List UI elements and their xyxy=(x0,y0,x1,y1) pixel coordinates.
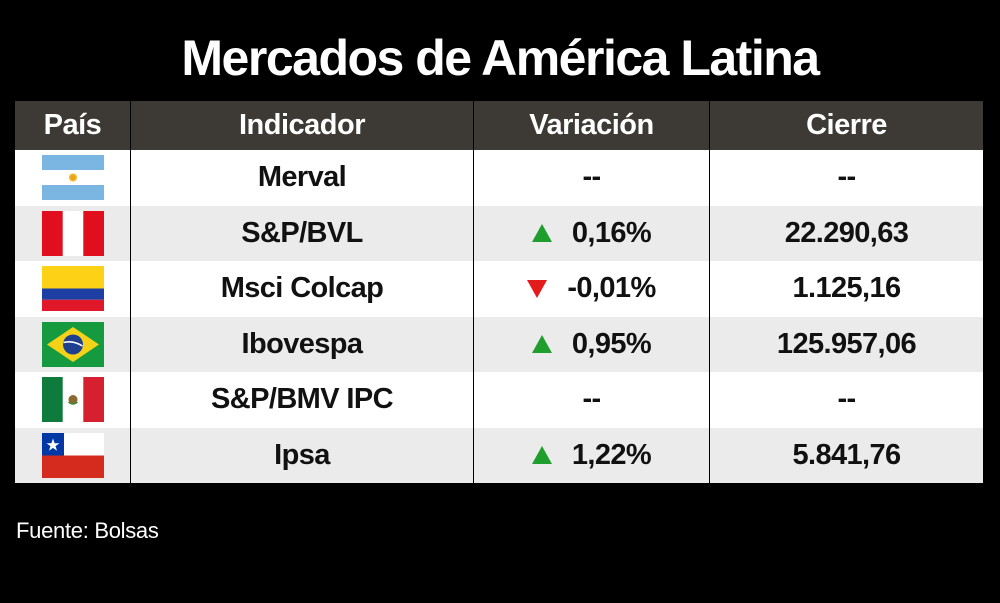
close-cell: 22.290,63 xyxy=(709,205,983,261)
variation-value: -- xyxy=(582,161,601,194)
variation-value: -- xyxy=(582,383,601,416)
variation-value: 1,22% xyxy=(571,438,652,471)
variation-value: 0,95% xyxy=(571,327,652,360)
variation-value: -0,01% xyxy=(567,272,656,305)
column-header-indicator: Indicador xyxy=(130,101,473,150)
mexico-flag-icon xyxy=(41,377,104,423)
variation-cell: 0,95% xyxy=(473,316,709,372)
close-cell: -- xyxy=(709,150,983,206)
arrow-down-icon xyxy=(527,279,548,298)
arrow-up-icon xyxy=(531,446,552,465)
flag-cell xyxy=(15,206,130,262)
close-cell: 5.841,76 xyxy=(709,427,983,483)
column-header-country: País xyxy=(43,109,102,141)
table-row: S&P/BMV IPC -- -- xyxy=(15,372,983,428)
peru-flag-icon xyxy=(41,210,104,256)
flag-cell xyxy=(15,317,130,373)
variation-cell: -- xyxy=(473,372,709,428)
chart-title: Mercados de América Latina xyxy=(181,30,820,86)
markets-table: País Indicador Variación Cierre Merval -… xyxy=(15,101,983,483)
table-row: S&P/BVL 0,16% 22.290,63 xyxy=(15,205,983,262)
table-header: País Indicador Variación Cierre xyxy=(15,101,983,150)
argentina-flag-icon xyxy=(41,155,104,201)
indicator-cell: Msci Colcap xyxy=(130,261,473,317)
indicator-cell: Merval xyxy=(130,150,473,206)
close-cell: -- xyxy=(709,372,983,428)
brazil-flag-icon xyxy=(41,321,104,367)
indicator-cell: S&P/BVL xyxy=(130,205,473,261)
column-header-variation: Variación xyxy=(473,101,709,150)
flag-cell xyxy=(15,372,130,428)
close-cell: 125.957,06 xyxy=(709,316,983,372)
variation-value: 0,16% xyxy=(571,216,652,249)
table-row: Msci Colcap -0,01% 1.125,16 xyxy=(15,261,983,317)
chile-flag-icon xyxy=(41,432,104,478)
variation-cell: 0,16% xyxy=(473,205,709,261)
variation-cell: 1,22% xyxy=(473,427,709,483)
variation-cell: -0,01% xyxy=(473,261,709,317)
indicator-cell: Ipsa xyxy=(130,427,473,483)
close-cell: 1.125,16 xyxy=(709,261,983,317)
arrow-up-icon xyxy=(531,224,552,243)
flag-cell xyxy=(15,261,130,317)
arrow-up-icon xyxy=(531,335,552,354)
indicator-cell: S&P/BMV IPC xyxy=(130,372,473,428)
colombia-flag-icon xyxy=(41,266,104,312)
source-note: Fuente: Bolsas xyxy=(16,518,159,543)
table-row: Merval -- -- xyxy=(15,150,983,206)
table-row: Ipsa 1,22% 5.841,76 xyxy=(15,427,983,484)
flag-cell xyxy=(15,428,130,484)
flag-cell xyxy=(15,150,130,206)
variation-cell: -- xyxy=(473,150,709,206)
indicator-cell: Ibovespa xyxy=(130,316,473,372)
table-row: Ibovespa 0,95% 125.957,06 xyxy=(15,316,983,373)
column-header-close: Cierre xyxy=(709,101,983,150)
